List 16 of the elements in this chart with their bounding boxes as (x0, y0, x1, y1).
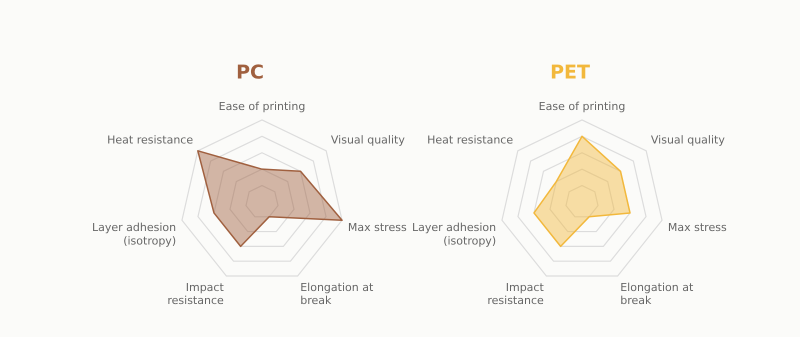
chart-title: PET (550, 61, 590, 84)
spoke-label: Ease of printing (218, 100, 306, 114)
spoke-label: Max stress (668, 221, 727, 234)
spoke-label: Heat resistance (427, 133, 514, 146)
spoke-label: Layer adhesion (isotropy) (412, 221, 496, 248)
spoke-label: Layer adhesion (isotropy) (92, 221, 176, 248)
spoke-label: Impact resistance (487, 280, 544, 308)
spoke-label: Visual quality (330, 133, 406, 146)
spoke-label: Impact resistance (167, 280, 224, 308)
spoke-label: Elongation at break (620, 280, 694, 308)
spoke-label: Elongation at break (300, 280, 374, 308)
spoke-label: Visual quality (650, 133, 726, 146)
chart-title: PC (236, 61, 264, 84)
spoke-label: Heat resistance (107, 133, 194, 146)
spoke-label: Max stress (348, 221, 407, 234)
spoke-label: Ease of printing (538, 100, 626, 114)
